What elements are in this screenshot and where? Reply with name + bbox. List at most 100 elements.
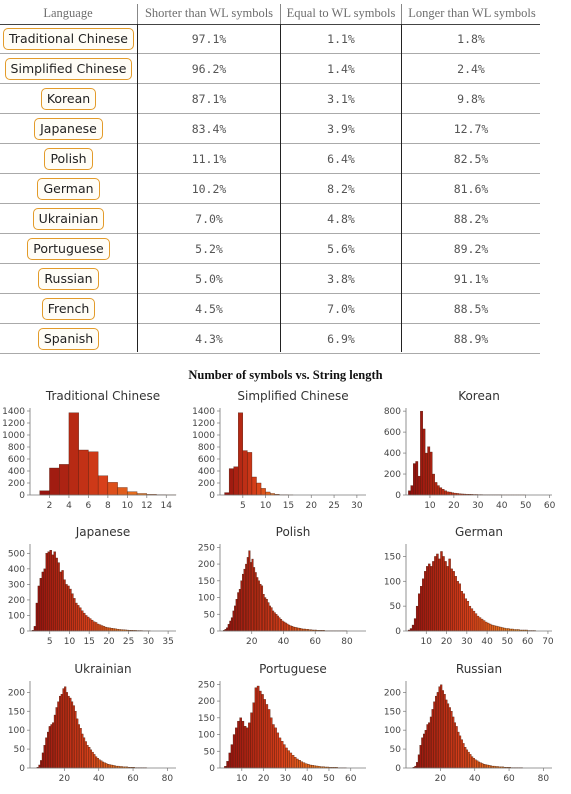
column-divider (137, 24, 138, 352)
histogram-bar (97, 624, 99, 631)
language-button[interactable]: French (42, 298, 96, 320)
histogram-bar (42, 753, 44, 768)
x-tick-label: 5 (240, 501, 246, 511)
histogram-bar (451, 569, 453, 631)
histogram-bar (104, 763, 106, 768)
histogram-bar (73, 598, 75, 631)
histogram-bar (296, 759, 298, 768)
y-tick-label: 1000 (192, 431, 215, 441)
histogram-bar (276, 614, 278, 631)
histogram-bar (60, 572, 62, 631)
language-button[interactable]: Spanish (38, 328, 99, 350)
histogram-bar (432, 561, 434, 631)
histogram-bar (79, 450, 89, 495)
histogram-bar (485, 622, 487, 631)
histogram-bar (103, 626, 105, 631)
histogram-bar (231, 618, 233, 631)
x-tick-label: 10 (424, 501, 436, 511)
y-tick-label: 600 (384, 428, 401, 438)
histogram-bar (435, 696, 437, 768)
y-tick-label: 0 (395, 627, 401, 637)
histogram-bar (269, 606, 271, 631)
language-button[interactable]: Japanese (34, 118, 103, 140)
histogram-bar (106, 763, 108, 768)
histogram-bar (480, 763, 482, 768)
histogram-bar (270, 718, 272, 768)
histogram-bar (92, 752, 94, 768)
histogram-bar (426, 566, 428, 631)
histogram-bar (469, 606, 471, 631)
histogram-bar (491, 625, 493, 631)
language-button[interactable]: Korean (41, 88, 96, 110)
histogram-bar (461, 591, 463, 631)
y-tick-label: 200 (8, 596, 25, 606)
language-button[interactable]: Simplified Chinese (5, 58, 133, 80)
x-tick-label: 12 (141, 501, 152, 511)
histogram-bar (75, 603, 77, 631)
chart-title: Russian (456, 662, 502, 676)
histogram-bar (471, 609, 473, 631)
y-tick-label: 100 (8, 611, 25, 621)
histogram-bar (279, 618, 281, 631)
histogram-bar (432, 709, 434, 768)
x-tick-label: 40 (301, 774, 313, 784)
histogram-bar (88, 452, 98, 495)
histogram-bar (274, 728, 276, 768)
histogram-bar (257, 686, 259, 768)
y-tick-label: 600 (198, 455, 215, 465)
histogram-bar (57, 702, 59, 768)
x-tick-label: 35 (162, 637, 173, 647)
histogram-bar (445, 561, 447, 631)
histogram-bar (292, 755, 294, 768)
histogram-bar (449, 492, 451, 495)
histogram-bar (107, 764, 109, 768)
y-tick-label: 300 (8, 580, 25, 590)
equal-pct-cell: 5.6% (281, 234, 401, 264)
language-button[interactable]: Polish (44, 148, 92, 170)
histogram-bar (436, 554, 438, 631)
language-button[interactable]: Traditional Chinese (3, 28, 134, 50)
histogram-bar (427, 725, 429, 769)
y-tick-label: 0 (395, 764, 401, 774)
histogram-bar (258, 581, 260, 631)
chart-title: Japanese (75, 525, 131, 539)
histogram-bar (71, 702, 73, 768)
language-button[interactable]: Russian (38, 268, 98, 290)
language-button[interactable]: Ukrainian (33, 208, 105, 230)
histogram-bar (428, 447, 430, 495)
y-tick-label: 150 (384, 707, 401, 717)
histogram-bar (475, 760, 477, 768)
histogram-bar (425, 453, 427, 495)
y-tick-label: 200 (8, 479, 25, 489)
histogram-bar (477, 616, 479, 631)
histogram-bar (90, 750, 92, 768)
x-tick-label: 10 (260, 501, 272, 511)
histogram-bar (226, 628, 228, 631)
equal-pct-cell: 8.2% (281, 174, 401, 204)
histogram-bar (253, 567, 255, 631)
histogram-bar (233, 735, 235, 768)
histogram-bar (452, 717, 454, 768)
histogram-bar (440, 551, 442, 631)
x-tick-label: 60 (503, 774, 515, 784)
y-tick-label: 100 (384, 577, 401, 587)
y-tick-label: 150 (8, 707, 25, 717)
language-button[interactable]: Portuguese (27, 238, 109, 260)
equal-pct-cell: 1.1% (281, 24, 401, 54)
y-tick-label: 50 (14, 745, 26, 755)
histogram-bar (231, 745, 233, 768)
histogram-bar (479, 618, 481, 631)
language-button[interactable]: German (37, 178, 99, 200)
chart-title: Simplified Chinese (237, 389, 348, 403)
histogram-bar (250, 562, 252, 631)
header-longer: Longer than WL symbols (402, 2, 542, 24)
row-rule (0, 353, 540, 354)
language-cell: German (0, 174, 137, 204)
y-tick-label: 0 (209, 627, 215, 637)
histogram-bar (423, 734, 425, 768)
